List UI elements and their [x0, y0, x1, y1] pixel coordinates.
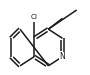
Text: N: N: [60, 52, 65, 61]
Text: Cl: Cl: [31, 14, 38, 20]
